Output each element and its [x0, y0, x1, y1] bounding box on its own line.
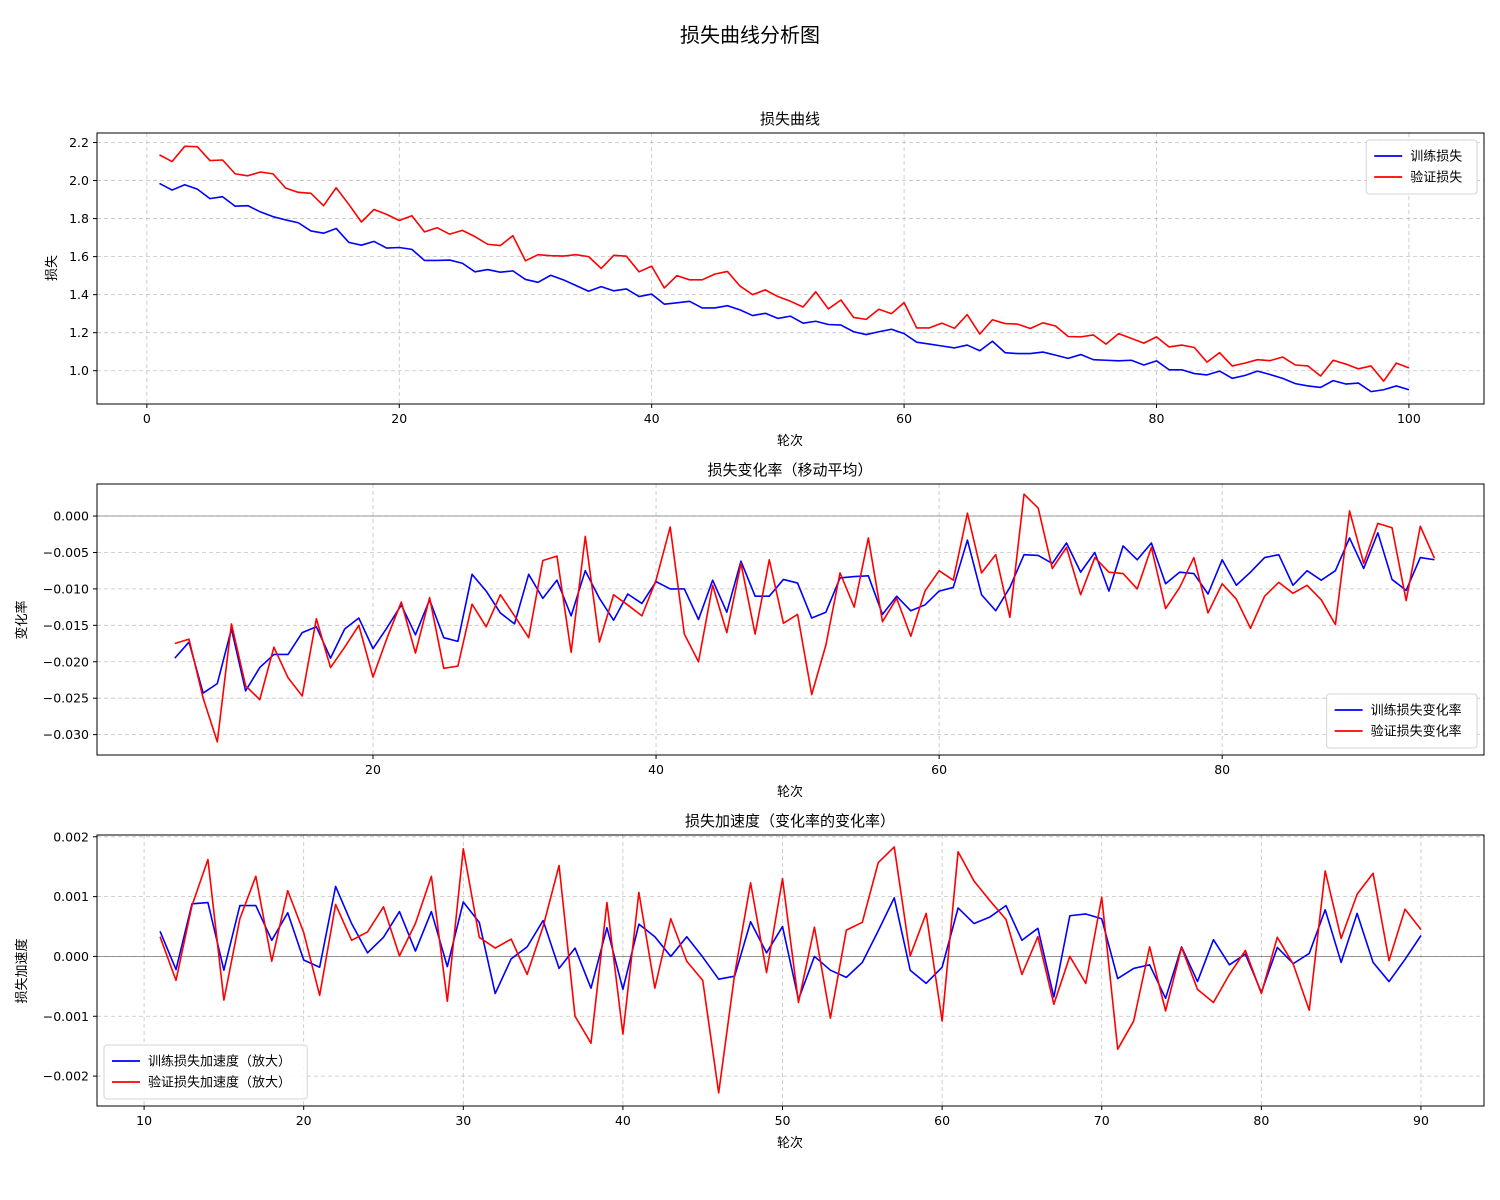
y-tick-label: −0.002 — [43, 1069, 89, 1084]
legend: 训练损失加速度（放大） 验证损失加速度（放大） — [103, 1044, 308, 1100]
plot-area: 20 40 60 80 −0.030 −0.025 −0.020 −0.015 −0.010 −0… — [43, 483, 1485, 777]
x-tick-label: 40 — [615, 1113, 631, 1128]
y-axis-label: 损失加速度 — [14, 938, 30, 1003]
series-line-2 — [174, 493, 1436, 743]
panel-loss-rate: 损失变化率（移动平均） 轮次 变化率 20 40 60 80 −0.030 −0.025 −… — [14, 461, 1485, 800]
x-tick-label: 80 — [1214, 762, 1230, 777]
x-tick-label: 50 — [775, 1113, 791, 1128]
panel-loss-acceleration: 损失加速度（变化率的变化率） 轮次 损失加速度 10 20 30 40 50 60 70 80… — [14, 812, 1485, 1151]
y-tick-label: −0.025 — [43, 691, 89, 706]
panel-loss-curve: 损失曲线 轮次 损失 0 20 40 60 80 100 1.0 1.2 1.4 1.6 1.8 2.… — [45, 110, 1485, 449]
legend-box — [103, 1044, 308, 1100]
x-tick-label: 0 — [143, 411, 151, 426]
x-axis-label: 轮次 — [777, 433, 803, 449]
x-tick-label: 80 — [1253, 1113, 1269, 1128]
series-line-2 — [159, 145, 1410, 382]
legend-label: 训练损失 — [1410, 150, 1462, 165]
x-tick-label: 20 — [365, 762, 381, 777]
y-tick-label: −0.030 — [43, 727, 89, 742]
x-tick-label: 70 — [1094, 1113, 1110, 1128]
y-axis-label: 变化率 — [14, 600, 30, 639]
figure-suptitle: 损失曲线分析图 — [680, 23, 820, 47]
x-axis-label: 轮次 — [777, 784, 803, 800]
x-axis-label: 轮次 — [777, 1135, 803, 1151]
x-tick-label: 80 — [1149, 411, 1165, 426]
plot-area: 10 20 30 40 50 60 70 80 90 −0.002 −0.001 0.000 0.001… — [43, 829, 1485, 1128]
y-tick-label: 0.002 — [53, 829, 89, 844]
x-tick-label: 60 — [896, 411, 912, 426]
series-line-2 — [159, 846, 1422, 1094]
x-tick-label: 40 — [648, 762, 664, 777]
legend-label: 训练损失变化率 — [1371, 703, 1462, 719]
plot-area: 0 20 40 60 80 100 1.0 1.2 1.4 1.6 1.8 2.0 2.2 训练损失验证损… — [69, 132, 1485, 426]
legend-label: 训练损失加速度（放大） — [148, 1054, 291, 1070]
y-tick-label: 1.2 — [69, 325, 89, 340]
x-tick-label: 20 — [391, 411, 407, 426]
y-tick-label: 2.0 — [69, 173, 89, 188]
y-axis-label: 损失 — [45, 255, 60, 281]
series-line-1 — [159, 182, 1410, 393]
y-tick-label: 1.8 — [69, 211, 89, 226]
axes-frame — [96, 132, 1485, 405]
y-tick-label: −0.015 — [43, 618, 89, 633]
series-line-1 — [159, 885, 1422, 1001]
y-tick-label: −0.010 — [43, 581, 89, 596]
axes-frame — [96, 483, 1485, 756]
x-tick-label: 90 — [1413, 1113, 1429, 1128]
axes-frame — [96, 834, 1485, 1107]
x-tick-label: 30 — [455, 1113, 471, 1128]
legend-label: 验证损失加速度（放大） — [148, 1075, 291, 1091]
y-tick-label: −0.020 — [43, 654, 89, 669]
y-tick-label: 0.001 — [53, 889, 89, 904]
y-tick-label: 0.000 — [53, 949, 89, 964]
y-tick-label: 0.000 — [53, 509, 89, 524]
panel-title: 损失加速度（变化率的变化率） — [685, 812, 895, 830]
y-tick-label: −0.001 — [43, 1009, 89, 1024]
legend-label: 验证损失变化率 — [1371, 724, 1462, 740]
legend-box — [1326, 693, 1478, 749]
x-tick-label: 20 — [296, 1113, 312, 1128]
y-tick-label: 1.6 — [69, 249, 89, 264]
legend-box — [1365, 139, 1478, 195]
panel-title: 损失曲线 — [760, 110, 820, 128]
series-line-1 — [174, 532, 1435, 694]
x-tick-label: 60 — [931, 762, 947, 777]
x-tick-label: 40 — [644, 411, 660, 426]
panel-title: 损失变化率（移动平均） — [707, 461, 872, 479]
y-tick-label: 2.2 — [69, 135, 89, 150]
legend-label: 验证损失 — [1410, 170, 1462, 186]
y-tick-label: −0.005 — [43, 545, 89, 560]
x-tick-label: 10 — [136, 1113, 152, 1128]
y-tick-label: 1.0 — [69, 363, 89, 378]
x-tick-label: 60 — [934, 1113, 950, 1128]
x-tick-label: 100 — [1397, 411, 1421, 426]
y-tick-label: 1.4 — [69, 287, 89, 302]
